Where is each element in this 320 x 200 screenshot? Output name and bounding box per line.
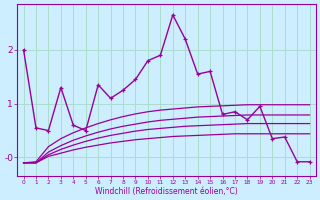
X-axis label: Windchill (Refroidissement éolien,°C): Windchill (Refroidissement éolien,°C)	[95, 187, 238, 196]
